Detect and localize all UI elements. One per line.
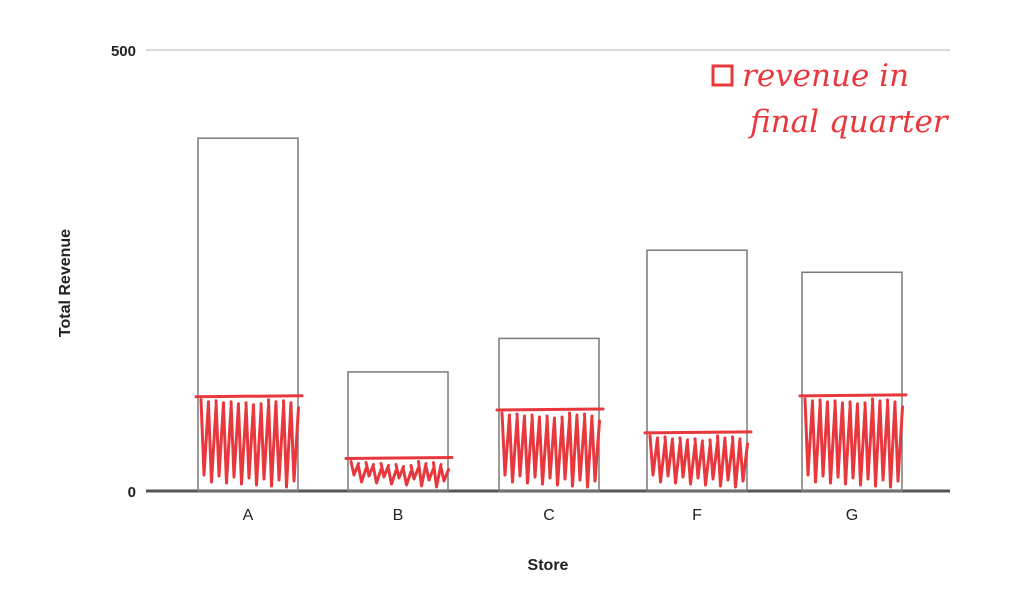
x-tick-label-g: G (846, 507, 858, 524)
legend-label-line-1: revenue in (742, 58, 909, 94)
y-axis-title: Total Revenue (57, 229, 74, 337)
legend-swatch (711, 64, 734, 87)
bar-total-f (646, 249, 748, 492)
x-axis-title: Store (528, 557, 569, 574)
bar-final-quarter-c (495, 407, 605, 489)
bar-total-g (801, 271, 903, 492)
x-tick-label-a: A (243, 507, 254, 524)
bar-total-a (197, 137, 299, 492)
bars-layer (194, 137, 908, 492)
legend-label-line-2: final quarter (748, 104, 950, 140)
bar-total-c (498, 337, 600, 492)
y-tick-label-bottom: 0 (128, 484, 136, 501)
bar-final-quarter-b (344, 455, 454, 489)
bar-final-quarter-a (194, 394, 304, 489)
x-tick-label-f: F (692, 507, 702, 524)
bar-total-b (347, 371, 449, 492)
bar-final-quarter-g (798, 393, 908, 489)
bar-final-quarter-f (643, 430, 753, 489)
x-tick-label-b: B (393, 507, 404, 524)
handwritten-legend: revenue in final quarter (711, 58, 950, 140)
x-tick-label-c: C (543, 507, 555, 524)
y-tick-label-top: 500 (111, 43, 136, 60)
